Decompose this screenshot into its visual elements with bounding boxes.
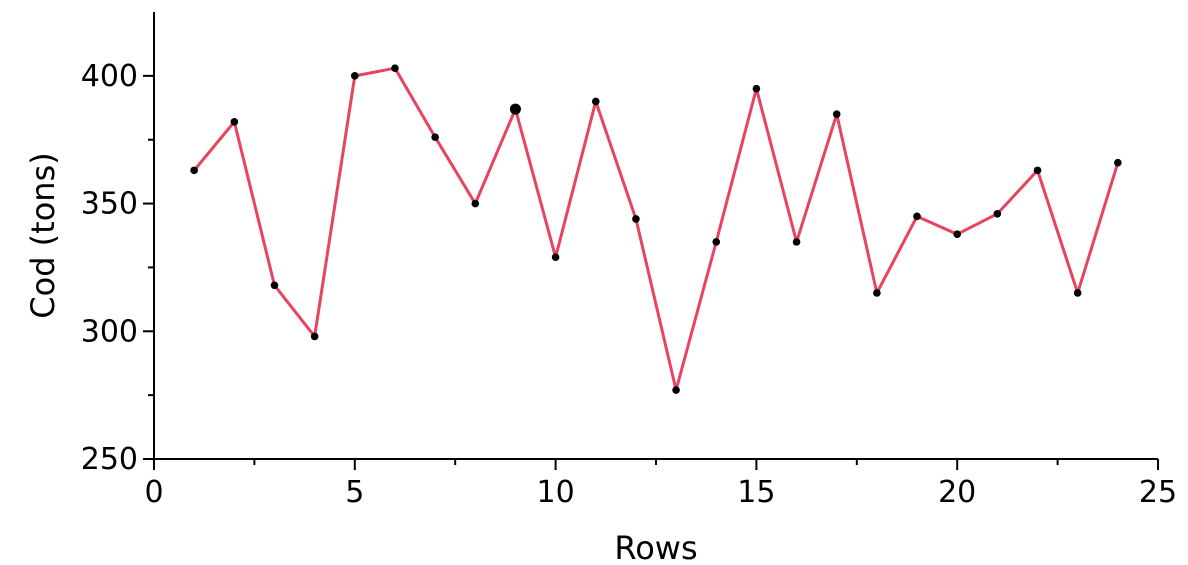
data-point [190, 166, 198, 175]
data-point [712, 238, 721, 246]
y-tick-label: 350 [81, 187, 138, 222]
data-point [913, 212, 921, 221]
data-point [551, 253, 560, 262]
data-point [391, 64, 399, 72]
data-point [310, 332, 319, 341]
data-point [873, 289, 881, 297]
y-tick-label: 250 [81, 442, 138, 477]
data-point [632, 215, 640, 223]
y-tick-label: 300 [81, 314, 138, 349]
data-point [1073, 289, 1082, 297]
y-tick-label: 400 [81, 59, 138, 94]
data-point [591, 97, 600, 106]
y-axis-title: Cod (tons) [24, 152, 62, 318]
data-point [351, 72, 359, 80]
data-point [792, 238, 801, 246]
x-tick-label: 15 [737, 475, 775, 510]
highlighted-data-point [509, 103, 521, 115]
data-point [431, 133, 439, 141]
x-tick-label: 25 [1139, 475, 1177, 510]
data-point [1033, 166, 1042, 175]
data-point [953, 230, 961, 239]
x-axis-title: Rows [614, 529, 697, 565]
data-point [672, 386, 680, 394]
x-tick-label: 0 [144, 475, 163, 510]
plot-frame [153, 12, 1158, 460]
x-tick-label: 5 [345, 475, 364, 510]
data-point [471, 199, 480, 208]
data-point [832, 110, 841, 118]
x-tick-label: 20 [938, 475, 976, 510]
series-layer [190, 64, 1122, 394]
tick-labels: 0 5 10 15 20 25 250 300 350 400 [81, 59, 1177, 510]
series-line [192, 66, 1120, 392]
data-point [270, 281, 279, 290]
data-point [230, 118, 239, 126]
x-tick-label: 10 [537, 475, 575, 510]
data-point [1114, 158, 1122, 167]
data-point [993, 209, 1002, 218]
axis-ticks [143, 74, 1159, 470]
data-point [752, 84, 761, 93]
